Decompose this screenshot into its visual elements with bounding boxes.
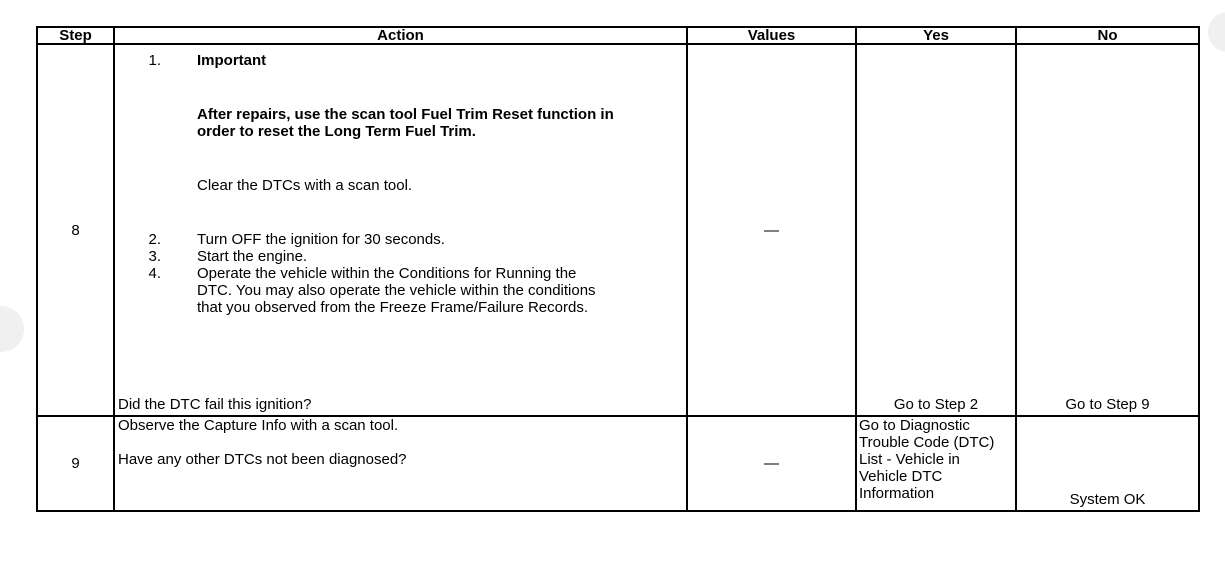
no-cell: Go to Step 9 [1015,43,1200,417]
diagnostic-table: Step Action Values Yes No 8 1. Important… [36,26,1200,512]
item-number: 1. [148,52,161,69]
list-item: 3. Start the engine. [115,248,686,265]
important-note: After repairs, use the scan tool Fuel Tr… [197,106,614,140]
table-row: 8 1. Important After repairs, use the sc… [36,43,1200,417]
item-text: Turn OFF the ignition for 30 seconds. [197,231,445,248]
yes-cell: Go to Diagnostic Trouble Code (DTC) List… [855,415,1017,512]
scroll-indicator-left [0,306,24,352]
values-cell: — [686,415,857,512]
no-cell: System OK [1015,415,1200,512]
list-item: 4. Operate the vehicle within the Condit… [115,265,686,316]
action-cell: Observe the Capture Info with a scan too… [113,415,688,512]
step-cell: 8 [36,43,115,417]
list-item: 1. Important After repairs, use the scan… [115,52,686,194]
yes-link[interactable]: Go to Diagnostic Trouble Code (DTC) List… [859,417,995,502]
header-no: No [1015,26,1200,45]
item-text: Operate the vehicle within the Condition… [197,265,596,316]
values-cell: — [686,43,857,417]
item-number: 3. [148,248,161,265]
header-action: Action [113,26,688,45]
step-cell: 9 [36,415,115,512]
header-values: Values [686,26,857,45]
question: Have any other DTCs not been diagnosed? [118,451,407,468]
action-text: Observe the Capture Info with a scan too… [118,417,399,434]
table-row: 9 Observe the Capture Info with a scan t… [36,415,1200,512]
action-cell: 1. Important After repairs, use the scan… [113,43,688,417]
yes-cell: Go to Step 2 [855,43,1017,417]
item-number: 2. [148,231,161,248]
no-link[interactable]: Go to Step 9 [1065,396,1150,413]
yes-link[interactable]: Go to Step 2 [893,396,979,413]
no-link[interactable]: System OK [1069,491,1146,508]
question: Did the DTC fail this ignition? [118,396,312,413]
item-number: 4. [148,265,161,282]
item-text: Start the engine. [197,248,308,265]
item-text: Clear the DTCs with a scan tool. [197,177,413,194]
list-item: 2. Turn OFF the ignition for 30 seconds. [115,231,686,248]
header-yes: Yes [855,26,1017,45]
scroll-indicator-right [1208,12,1225,52]
header-row: Step Action Values Yes No [36,26,1200,45]
important-title: Important [197,52,267,69]
header-step: Step [36,26,115,45]
